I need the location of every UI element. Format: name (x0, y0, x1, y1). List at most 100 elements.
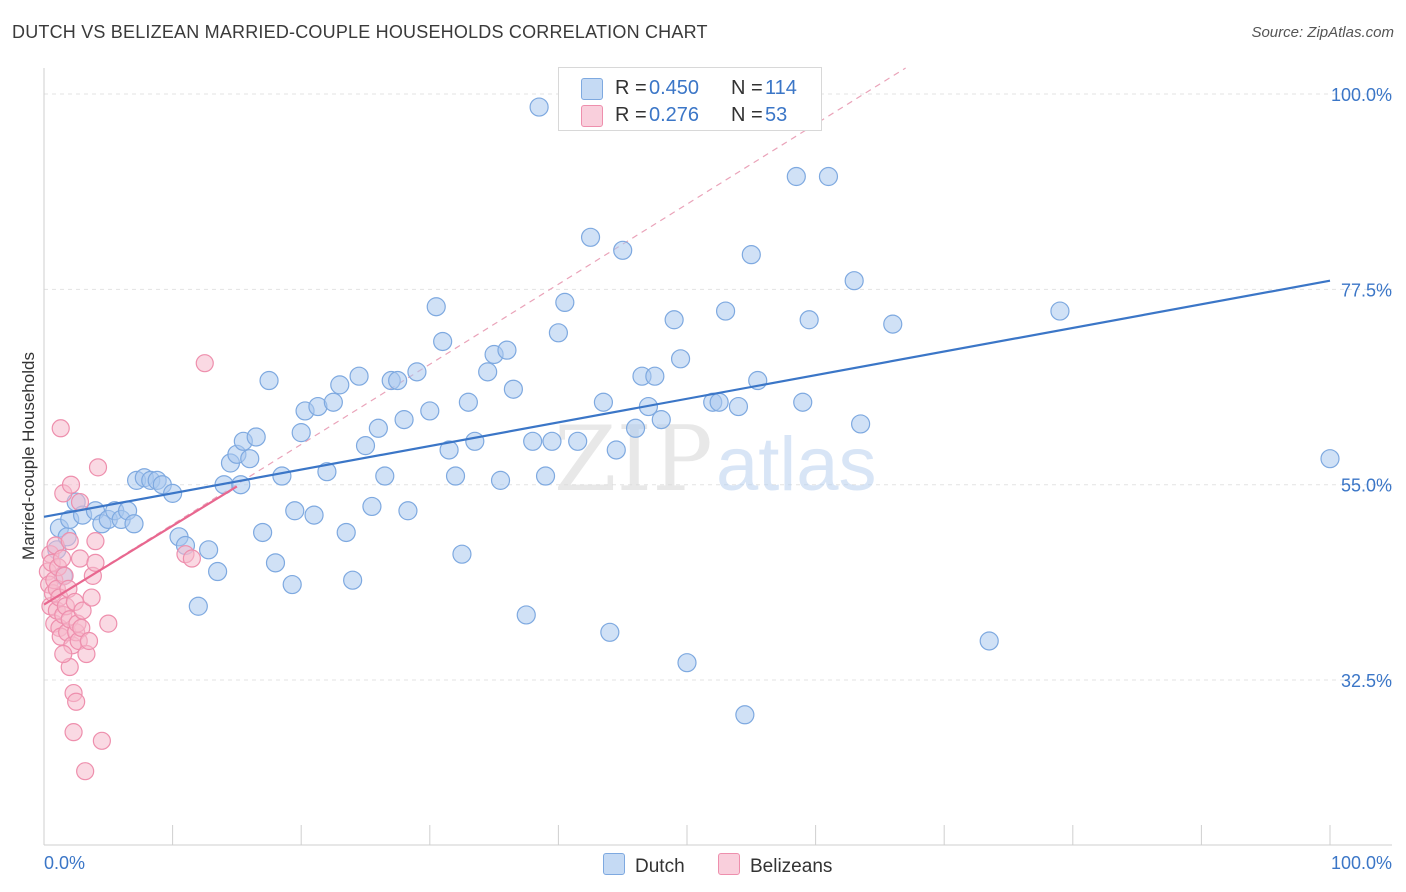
y-tick-label: 77.5% (1341, 280, 1392, 300)
dutch-point (709, 392, 729, 412)
dutch-point (715, 301, 736, 321)
dutch-point (259, 370, 279, 391)
dutch-point (677, 653, 697, 673)
dutch-point (883, 314, 903, 334)
dutch-point (580, 227, 601, 247)
dutch-point (478, 362, 498, 382)
belize-point (182, 549, 201, 568)
dutch-point (465, 431, 485, 451)
dutch-point (664, 310, 684, 330)
belize-point (67, 692, 86, 711)
dutch-legend-swatch (603, 853, 625, 875)
dutch-point (458, 392, 478, 412)
legend-n-label: N = (731, 77, 763, 99)
axes-layer (43, 68, 1392, 846)
dutch-swatch (581, 78, 603, 100)
correlation-legend: R = 0.450 N = 114 R = 0.276 N = 53 (558, 67, 822, 131)
belize-point (54, 644, 73, 664)
dutch-point (445, 466, 466, 486)
dutch-trend-line (43, 279, 1331, 518)
belize-point (70, 549, 90, 568)
legend-r-label: R = (615, 104, 647, 126)
dutch-point (606, 440, 626, 460)
x-tick-label: 0.0% (44, 853, 85, 873)
dutch-point (600, 622, 620, 642)
chart-source: Source: ZipAtlas.com (1251, 24, 1394, 41)
dutch-point (542, 431, 562, 451)
dutch-point (979, 631, 999, 651)
dutch-point (240, 449, 260, 469)
dutch-point (355, 436, 376, 456)
points-layer (38, 97, 1340, 781)
belize-point (99, 614, 118, 633)
dutch-point (420, 401, 440, 421)
belize-point (61, 475, 81, 494)
y-axis-label: Married-couple Households (19, 352, 38, 560)
dutch-point (407, 362, 427, 382)
dutch-point (735, 705, 755, 725)
legend-r-label: R = (615, 77, 647, 99)
dutch-point (741, 245, 761, 265)
dutch-point (786, 166, 806, 187)
reference-line (43, 67, 906, 606)
belize-point (88, 458, 108, 477)
dutch-point (282, 574, 302, 595)
bottom-legend-belize: Belizeans (718, 853, 832, 878)
dutch-point (1050, 301, 1070, 321)
dutch-point (124, 514, 144, 534)
belize-trend-line (43, 485, 238, 606)
dutch-point (651, 410, 671, 430)
dutch-point (548, 323, 569, 343)
dutch-point (490, 470, 511, 490)
dutch-point (394, 410, 414, 430)
dutch-point (452, 544, 472, 564)
watermark: ZIP atlas (554, 407, 877, 512)
dutch-point (336, 522, 356, 543)
legend-r-value: 0.450 (649, 77, 700, 99)
dutch-point (349, 366, 369, 386)
belize-legend-swatch (718, 853, 740, 875)
dutch-point (304, 505, 324, 525)
dutch-point (799, 310, 819, 330)
dutch-point (291, 423, 311, 443)
dutch-point (793, 392, 813, 412)
dutch-point (330, 375, 350, 395)
belize-point (73, 601, 92, 620)
dutch-point (439, 440, 459, 460)
legend-row-dutch: R = 0.450 N = 114 (559, 75, 821, 101)
watermark-atlas: atlas (716, 422, 877, 507)
dutch-point (362, 496, 382, 517)
belize-point (79, 631, 99, 651)
dutch-legend-label: Dutch (635, 856, 685, 877)
dutch-point (670, 349, 691, 369)
y-tick-label: 55.0% (1341, 476, 1392, 496)
dutch-point (851, 414, 871, 434)
dutch-point (818, 166, 839, 187)
belize-point (60, 532, 79, 551)
reference-line-layer (43, 67, 906, 606)
dutch-point (844, 271, 864, 291)
dutch-point (497, 340, 517, 360)
belize-point (76, 762, 95, 781)
belize-point (92, 731, 111, 750)
dutch-point (388, 370, 408, 391)
dutch-point (246, 427, 266, 447)
grid-layer (44, 93, 1392, 681)
dutch-point (613, 240, 633, 260)
x-tick-label: 100.0% (1331, 853, 1392, 873)
legend-n-value: 114 (765, 77, 797, 99)
belize-point (51, 419, 70, 438)
dutch-point (555, 292, 575, 313)
dutch-point (426, 297, 446, 317)
dutch-point (593, 392, 614, 412)
chart-title: DUTCH VS BELIZEAN MARRIED-COUPLE HOUSEHO… (12, 22, 708, 42)
trend-layer (43, 279, 1331, 606)
dutch-point (398, 501, 418, 521)
dutch-point (375, 466, 395, 486)
dutch-point (208, 561, 228, 582)
belize-point (82, 588, 101, 607)
dutch-point (253, 522, 273, 543)
dutch-point (265, 553, 286, 573)
belize-point (64, 723, 83, 742)
dutch-point (523, 431, 543, 451)
